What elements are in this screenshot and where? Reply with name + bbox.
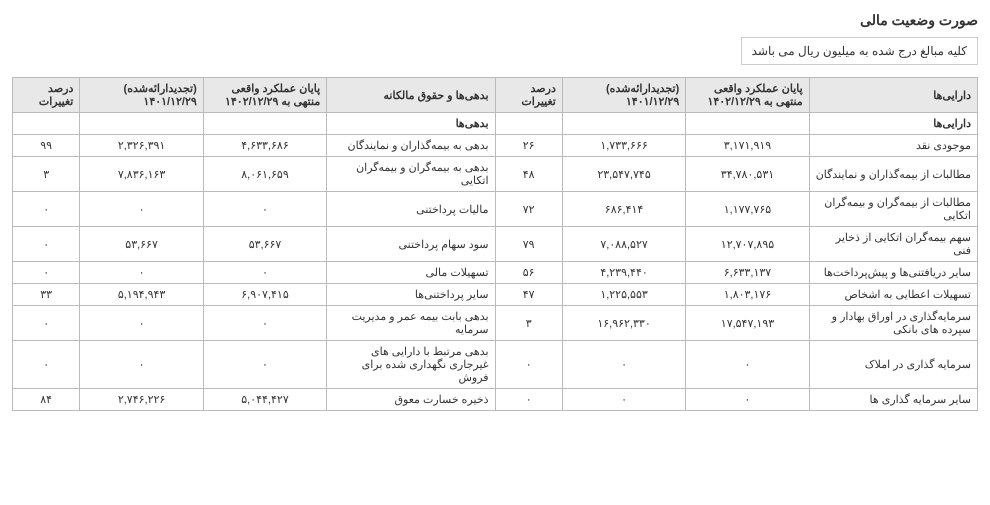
cell-value: ۱۶,۹۶۲,۳۳۰ [562, 306, 685, 341]
cell-value: ۰ [686, 389, 809, 411]
cell-value: ۳,۱۷۱,۹۱۹ [686, 135, 809, 157]
page-title: صورت وضعیت مالی [12, 12, 978, 29]
cell-value: ۲۳,۵۴۷,۷۴۵ [562, 157, 685, 192]
cell-value: ۰ [13, 306, 80, 341]
cell-value: ۰ [80, 306, 203, 341]
cell-value: ۴۸ [495, 157, 562, 192]
cell-value: ۲,۳۲۶,۳۹۱ [80, 135, 203, 157]
cell-value: ۰ [495, 341, 562, 389]
cell-value: ۳ [495, 306, 562, 341]
cell-value: ۰ [562, 341, 685, 389]
table-row: مطالبات از بیمه‌گذاران و نمایندگان۳۴,۷۸۰… [13, 157, 978, 192]
cell-desc: مالیات پرداختنی [327, 192, 495, 227]
col-restated-l: (تجدیدارائه‌شده) ۱۴۰۱/۱۲/۲۹ [80, 78, 203, 113]
cell-value: ۵,۱۹۴,۹۴۳ [80, 284, 203, 306]
table-row: تسهیلات اعطایی به اشخاص۱,۸۰۳,۱۷۶۱,۲۲۵,۵۵… [13, 284, 978, 306]
cell-desc: بدهی به بیمه‌گران و بیمه‌گران اتکایی [327, 157, 495, 192]
liab-section: بدهی‌ها [327, 113, 495, 135]
currency-note: کلیه مبالغ درج شده به میلیون ریال می باش… [741, 37, 978, 65]
cell-value: ۹۹ [13, 135, 80, 157]
col-pct-a: درصد تغییرات [495, 78, 562, 113]
cell-value: ۰ [686, 341, 809, 389]
financial-table: دارایی‌ها پایان عملکرد واقعی منتهی به ۱۴… [12, 77, 978, 411]
cell-value: ۰ [80, 262, 203, 284]
cell-value: ۱,۸۰۳,۱۷۶ [686, 284, 809, 306]
col-liab: بدهی‌ها و حقوق مالکانه [327, 78, 495, 113]
cell-value: ۴,۲۳۹,۴۴۰ [562, 262, 685, 284]
cell-value: ۰ [203, 341, 326, 389]
cell-value: ۶,۶۳۳,۱۳۷ [686, 262, 809, 284]
cell-value: ۰ [495, 389, 562, 411]
col-pct-l: درصد تغییرات [13, 78, 80, 113]
cell-value: ۷۲ [495, 192, 562, 227]
cell-value: ۶۸۶,۴۱۴ [562, 192, 685, 227]
cell-value: ۱,۷۳۳,۶۶۶ [562, 135, 685, 157]
cell-desc: سود سهام پرداختنی [327, 227, 495, 262]
cell-value: ۳ [13, 157, 80, 192]
cell-desc: سرمایه‌گذاری در اوراق بهادار و سپرده های… [809, 306, 977, 341]
cell-value: ۵۶ [495, 262, 562, 284]
cell-value: ۰ [13, 192, 80, 227]
cell-value: ۳۴,۷۸۰,۵۳۱ [686, 157, 809, 192]
cell-desc: سایر سرمایه گذاری ها [809, 389, 977, 411]
cell-desc: سایر دریافتنی‌ها و پیش‌پرداخت‌ها [809, 262, 977, 284]
cell-value: ۰ [203, 262, 326, 284]
cell-value: ۸۴ [13, 389, 80, 411]
cell-value: ۵,۰۴۴,۴۲۷ [203, 389, 326, 411]
cell-value: ۴,۶۳۳,۶۸۶ [203, 135, 326, 157]
section-row: دارایی‌ها بدهی‌ها [13, 113, 978, 135]
assets-section: دارایی‌ها [809, 113, 977, 135]
table-row: مطالبات از بیمه‌گران و بیمه‌گران اتکایی۱… [13, 192, 978, 227]
cell-desc: سایر پرداختنی‌ها [327, 284, 495, 306]
cell-value: ۱۲,۷۰۷,۸۹۵ [686, 227, 809, 262]
cell-value: ۰ [80, 192, 203, 227]
table-row: موجودی نقد۳,۱۷۱,۹۱۹۱,۷۳۳,۶۶۶۲۶بدهی به بی… [13, 135, 978, 157]
cell-desc: بدهی به بیمه‌گذاران و نمایندگان [327, 135, 495, 157]
cell-value: ۲,۷۴۶,۲۲۶ [80, 389, 203, 411]
col-restated-a: (تجدیدارائه‌شده) ۱۴۰۱/۱۲/۲۹ [562, 78, 685, 113]
table-row: سهم بیمه‌گران اتکایی از ذخایر فنی۱۲,۷۰۷,… [13, 227, 978, 262]
cell-value: ۱۷,۵۴۷,۱۹۳ [686, 306, 809, 341]
cell-value: ۷,۸۳۶,۱۶۳ [80, 157, 203, 192]
table-row: سرمایه‌گذاری در اوراق بهادار و سپرده های… [13, 306, 978, 341]
cell-value: ۴۷ [495, 284, 562, 306]
table-row: سایر سرمایه گذاری ها۰۰۰ذخیره خسارت معوق۵… [13, 389, 978, 411]
cell-value: ۳۳ [13, 284, 80, 306]
cell-desc: تسهیلات مالی [327, 262, 495, 284]
cell-value: ۲۶ [495, 135, 562, 157]
cell-value: ۸,۰۶۱,۶۵۹ [203, 157, 326, 192]
cell-value: ۵۳,۶۶۷ [203, 227, 326, 262]
table-header-row: دارایی‌ها پایان عملکرد واقعی منتهی به ۱۴… [13, 78, 978, 113]
cell-value: ۰ [13, 262, 80, 284]
col-actual-a: پایان عملکرد واقعی منتهی به ۱۴۰۲/۱۲/۲۹ [686, 78, 809, 113]
cell-value: ۰ [562, 389, 685, 411]
cell-desc: سرمایه گذاری در املاک [809, 341, 977, 389]
cell-desc: موجودی نقد [809, 135, 977, 157]
cell-value: ۶,۹۰۷,۴۱۵ [203, 284, 326, 306]
cell-value: ۱,۱۷۷,۷۶۵ [686, 192, 809, 227]
cell-value: ۱,۲۲۵,۵۵۳ [562, 284, 685, 306]
cell-desc: تسهیلات اعطایی به اشخاص [809, 284, 977, 306]
col-actual-l: پایان عملکرد واقعی منتهی به ۱۴۰۲/۱۲/۲۹ [203, 78, 326, 113]
cell-desc: مطالبات از بیمه‌گذاران و نمایندگان [809, 157, 977, 192]
cell-desc: بدهی بابت بیمه عمر و مدیریت سرمایه [327, 306, 495, 341]
table-row: سایر دریافتنی‌ها و پیش‌پرداخت‌ها۶,۶۳۳,۱۳… [13, 262, 978, 284]
col-assets: دارایی‌ها [809, 78, 977, 113]
cell-value: ۷,۰۸۸,۵۲۷ [562, 227, 685, 262]
cell-value: ۰ [203, 306, 326, 341]
cell-value: ۰ [13, 227, 80, 262]
cell-value: ۰ [13, 341, 80, 389]
cell-desc: مطالبات از بیمه‌گران و بیمه‌گران اتکایی [809, 192, 977, 227]
cell-value: ۷۹ [495, 227, 562, 262]
table-row: سرمایه گذاری در املاک۰۰۰بدهی مرتبط با دا… [13, 341, 978, 389]
cell-desc: بدهی مرتبط با دارایی های غیرجاری نگهداری… [327, 341, 495, 389]
cell-value: ۰ [80, 341, 203, 389]
cell-value: ۰ [203, 192, 326, 227]
cell-desc: سهم بیمه‌گران اتکایی از ذخایر فنی [809, 227, 977, 262]
cell-desc: ذخیره خسارت معوق [327, 389, 495, 411]
cell-value: ۵۳,۶۶۷ [80, 227, 203, 262]
